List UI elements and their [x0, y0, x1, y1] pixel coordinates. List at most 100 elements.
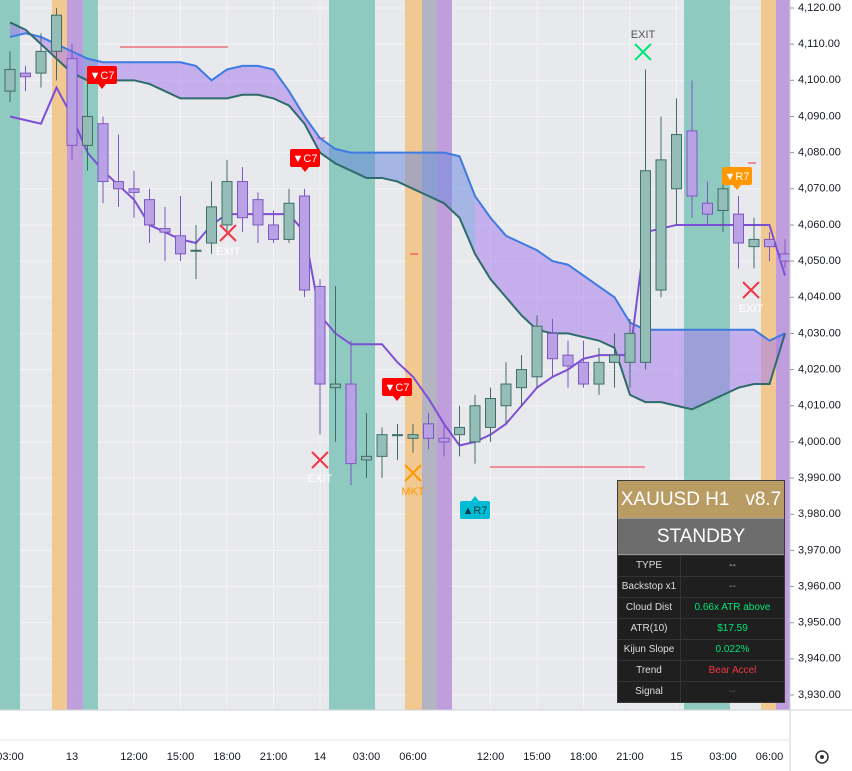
indicator-line: [9, 21, 786, 411]
session-band: [83, 0, 98, 710]
cloud-fill: [459, 156, 475, 254]
exit-mark: [404, 464, 422, 482]
candle-body: [268, 224, 279, 240]
y-tick-label: 3,940.00: [798, 653, 841, 665]
exit-label: MKT: [401, 486, 425, 498]
gear[interactable]: [815, 750, 829, 764]
cloud-fill: [134, 62, 150, 84]
candle-body: [361, 455, 372, 461]
x-tick-label: 06:00: [756, 751, 784, 763]
row-value: Bear Accel: [708, 665, 757, 676]
row-value: --: [729, 581, 736, 592]
y-tick-label: 4,080.00: [798, 147, 841, 159]
signal-badge: [382, 378, 412, 396]
cloud-fill: [676, 329, 692, 410]
candle-body: [454, 426, 465, 436]
gear-center[interactable]: [820, 755, 824, 759]
panel-row: Trend Bear Accel: [618, 660, 784, 681]
candle-body: [609, 354, 620, 363]
candle-body: [97, 123, 109, 183]
candle-body: [779, 253, 790, 262]
candle-body: [516, 369, 527, 389]
candle-body: [717, 188, 729, 211]
candle-body: [624, 332, 636, 363]
signal-pointer: [301, 167, 309, 172]
candle-body: [4, 68, 16, 92]
cloud-fill: [707, 329, 723, 403]
cloud-fill: [428, 152, 444, 204]
x-tick-label: 15: [670, 751, 682, 763]
cloud-fill: [738, 329, 754, 388]
y-tick-label: 3,950.00: [798, 617, 841, 629]
panel-status: STANDBY: [618, 518, 784, 555]
x-tick-label: 12:00: [477, 751, 505, 763]
candle-body: [748, 238, 760, 248]
signal-label: ▼R7: [725, 171, 750, 183]
signal-label: ▼C7: [293, 153, 318, 165]
exit-label: EXIT: [216, 246, 241, 258]
signal-label: ▲R7: [463, 505, 488, 517]
panel-row: Signal --: [618, 681, 784, 702]
cloud-fill: [242, 65, 258, 95]
cloud-fill: [366, 152, 382, 178]
candle-body: [578, 361, 589, 385]
indicator-line: [9, 32, 786, 342]
panel-row: Kijun Slope 0.022%: [618, 639, 784, 660]
candle-body: [252, 199, 264, 226]
candle-body: [640, 170, 651, 363]
y-tick-label: 4,000.00: [798, 436, 841, 448]
candle-body: [20, 72, 31, 78]
row-label: Cloud Dist: [618, 598, 681, 618]
candle-body: [144, 199, 155, 226]
signal-label: ▼C7: [385, 382, 410, 394]
row-value: 0.022%: [715, 644, 750, 655]
candle-body: [82, 115, 93, 146]
signal-badge: [87, 66, 117, 84]
session-band: [437, 0, 452, 710]
candle-body: [159, 228, 171, 233]
candle-body: [175, 235, 186, 255]
y-tick-label: 3,980.00: [798, 508, 841, 520]
session-band: [405, 0, 422, 710]
row-label: ATR(10): [618, 619, 681, 639]
candle-body: [66, 58, 78, 146]
x-tick-label: 18:00: [570, 751, 598, 763]
candle-body: [547, 332, 558, 360]
cloud-fill: [754, 329, 770, 385]
cloud-fill: [180, 62, 196, 99]
y-tick-label: 3,960.00: [798, 580, 841, 592]
y-tick-label: 4,090.00: [798, 110, 841, 122]
candle-body: [113, 181, 124, 190]
session-band: [67, 0, 83, 710]
y-tick-label: 3,970.00: [798, 544, 841, 556]
candle-body: [733, 213, 744, 244]
cloud-fill: [397, 152, 413, 189]
session-band: [422, 0, 437, 710]
cloud-fill: [568, 264, 584, 338]
cloud-fill: [661, 329, 677, 406]
cloud-fill: [211, 69, 227, 99]
y-tick-label: 4,120.00: [798, 2, 841, 14]
y-tick-label: 4,020.00: [798, 363, 841, 375]
candle-body: [221, 181, 233, 226]
settings-icon[interactable]: [815, 750, 829, 764]
cloud-fill: [382, 152, 398, 182]
candle-body: [206, 206, 217, 244]
x-tick-label: 03:00: [0, 751, 24, 763]
candle-body: [128, 188, 140, 193]
candle-body: [485, 398, 496, 428]
row-value: --: [729, 686, 736, 697]
price-axis-background: [790, 0, 852, 771]
x-tick-label: 15:00: [523, 751, 551, 763]
session-band: [0, 0, 20, 710]
x-tick-label: 03:00: [709, 751, 737, 763]
candle-body: [51, 14, 62, 52]
y-tick-label: 4,050.00: [798, 255, 841, 267]
y-tick-label: 4,010.00: [798, 400, 841, 412]
cloud-fill: [552, 261, 568, 334]
cloud-fill: [196, 65, 212, 99]
row-value: $17.59: [717, 623, 748, 634]
x-tick-label: 06:00: [399, 751, 427, 763]
signal-pointer: [471, 496, 479, 501]
